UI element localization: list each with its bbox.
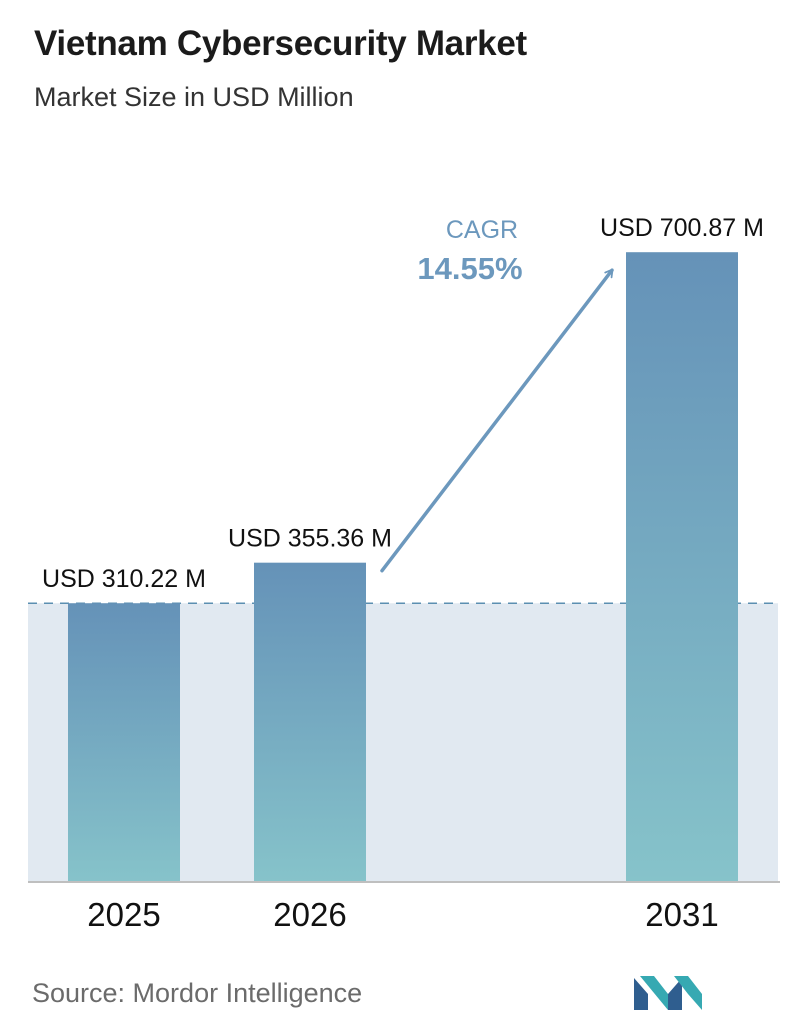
bar-2025 <box>68 603 180 882</box>
x-tick-label-2031: 2031 <box>645 896 718 933</box>
chart-subtitle: Market Size in USD Million <box>34 82 354 112</box>
source-text: Source: Mordor Intelligence <box>32 978 363 1008</box>
cagr-value: 14.55% <box>417 251 522 286</box>
data-label-2026: USD 355.36 M <box>228 525 392 553</box>
data-label-2031: USD 700.87 M <box>600 214 764 242</box>
x-tick-label-2025: 2025 <box>87 896 160 933</box>
mordor-intelligence-logo-icon <box>634 976 702 1010</box>
x-tick-label-2026: 2026 <box>273 896 346 933</box>
cagr-arrow <box>380 268 614 573</box>
bar-2031 <box>626 252 738 882</box>
chart-title: Vietnam Cybersecurity Market <box>34 24 527 63</box>
cagr-label: CAGR <box>446 216 518 244</box>
data-label-2025: USD 310.22 M <box>42 565 206 593</box>
bar-2026 <box>254 562 366 882</box>
bar-chart: USD 310.22 M USD 355.36 M USD 700.87 M 202… <box>28 214 780 933</box>
